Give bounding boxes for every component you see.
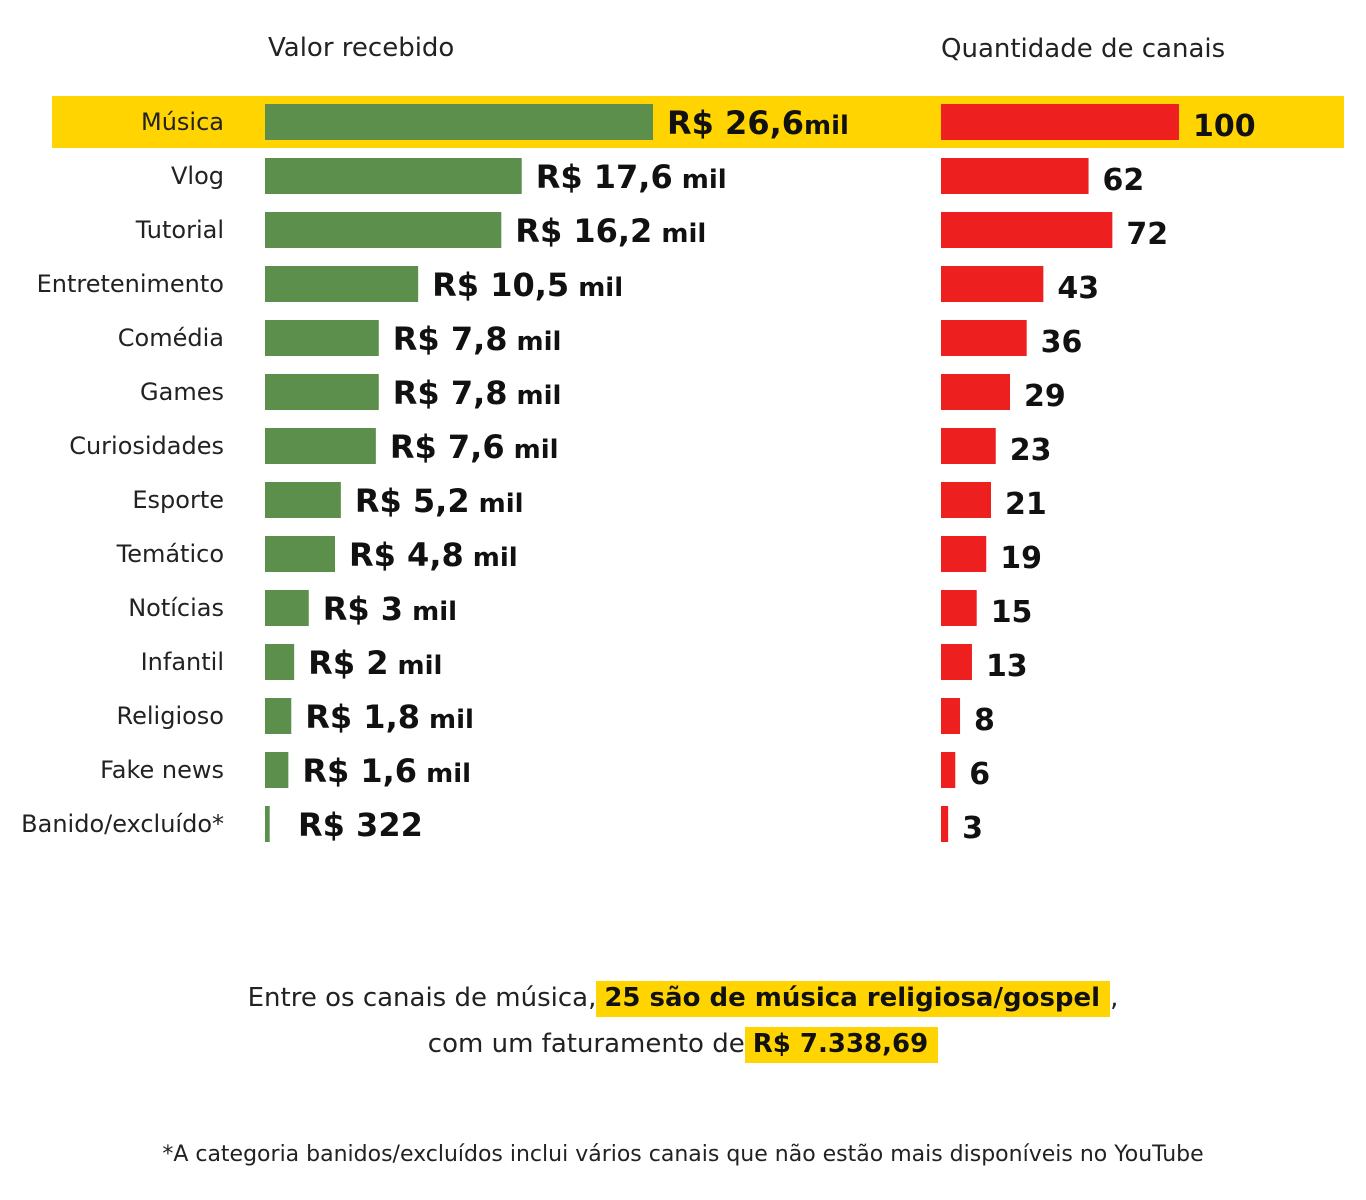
channel-count-label: 72 (1126, 217, 1168, 252)
value-label: R$ 3 mil (323, 590, 457, 628)
channel-count-label: 62 (1103, 163, 1145, 198)
category-label: Comédia (118, 324, 224, 352)
bar-value (265, 266, 419, 302)
bar-value (265, 212, 502, 248)
value-label: R$ 1,6 mil (302, 752, 471, 790)
channel-count-label: 23 (1010, 433, 1052, 468)
bar-channels (941, 320, 1027, 356)
bar-value (265, 698, 292, 734)
value-label: R$ 5,2 mil (355, 482, 524, 520)
channel-count-label: 29 (1024, 379, 1066, 414)
summary-highlight-gospel: 25 são de música religiosa/gospel (596, 981, 1111, 1017)
category-label: Banido/excluído* (21, 810, 224, 838)
value-label: R$ 7,8 mil (393, 320, 562, 358)
footnote-banned: *A categoria banidos/excluídos inclui vá… (162, 1142, 1204, 1167)
bar-channels (941, 104, 1179, 140)
bar-channels (941, 536, 987, 572)
category-label: Esporte (132, 486, 224, 514)
channel-count-label: 36 (1041, 325, 1083, 360)
header-channels: Quantidade de canais (941, 34, 1225, 64)
bar-channels (941, 158, 1089, 194)
channel-count-label: 8 (974, 703, 995, 738)
bar-value (265, 752, 289, 788)
category-label: Temático (116, 540, 224, 568)
channel-count-label: 13 (986, 649, 1028, 684)
bar-value (265, 806, 270, 842)
chart: Valor recebido Quantidade de canais Música… (21, 33, 1344, 846)
bar-value (265, 158, 522, 194)
bar-channels (941, 590, 977, 626)
value-label: R$ 1,8 mil (305, 698, 474, 736)
bar-value (265, 644, 295, 680)
bar-channels (941, 428, 996, 464)
channel-count-label: 100 (1193, 109, 1256, 144)
bar-channels (941, 752, 956, 788)
category-label: Curiosidades (69, 432, 224, 460)
category-label: Fake news (100, 756, 224, 784)
bar-channels (941, 806, 949, 842)
category-label: Religioso (117, 702, 224, 730)
summary-line-1: Entre os canais de música, 25 são de músi… (0, 975, 1366, 1021)
value-label: R$ 2 mil (308, 644, 442, 682)
bar-channels (941, 266, 1044, 302)
category-label: Tutorial (135, 216, 224, 244)
summary-line-1-suffix: , (1110, 983, 1119, 1013)
bar-value (265, 104, 653, 140)
bar-value (265, 374, 379, 410)
bar-value (265, 320, 379, 356)
summary-line-2-prefix: com um faturamento de (427, 1029, 745, 1059)
summary-note: Entre os canais de música, 25 são de músi… (0, 975, 1366, 1067)
value-label: R$ 16,2 mil (515, 212, 706, 250)
bar-channels (941, 698, 961, 734)
channel-count-label: 15 (991, 595, 1033, 630)
category-label: Entretenimento (37, 270, 224, 298)
category-label: Notícias (128, 594, 224, 622)
bar-value (265, 482, 341, 518)
category-label: Música (141, 108, 224, 136)
value-label: R$ 7,6 mil (390, 428, 559, 466)
summary-highlight-revenue: R$ 7.338,69 (744, 1027, 939, 1063)
category-label: Games (140, 378, 224, 406)
bar-channels (941, 644, 972, 680)
category-label: Infantil (141, 648, 224, 676)
summary-line-1-prefix: Entre os canais de música, (247, 983, 597, 1013)
channel-count-label: 3 (962, 811, 983, 846)
bar-channels (941, 212, 1113, 248)
bar-value (265, 590, 309, 626)
summary-line-2: com um faturamento de R$ 7.338,69 (0, 1021, 1366, 1067)
bar-channels (941, 374, 1011, 410)
channel-count-label: 21 (1005, 487, 1047, 522)
channel-count-label: 6 (969, 757, 990, 792)
value-label: R$ 10,5 mil (432, 266, 623, 304)
value-label: R$ 7,8 mil (393, 374, 562, 412)
header-value: Valor recebido (268, 33, 454, 63)
channel-count-label: 43 (1057, 271, 1099, 306)
value-label: R$ 26,6mil (667, 104, 849, 142)
bar-value (265, 428, 376, 464)
value-label: R$ 17,6 mil (536, 158, 727, 196)
channel-count-label: 19 (1000, 541, 1042, 576)
value-label: R$ 322 (298, 806, 423, 844)
bar-value (265, 536, 336, 572)
bar-channels (941, 482, 991, 518)
value-label: R$ 4,8 mil (349, 536, 518, 574)
category-label: Vlog (171, 162, 224, 190)
